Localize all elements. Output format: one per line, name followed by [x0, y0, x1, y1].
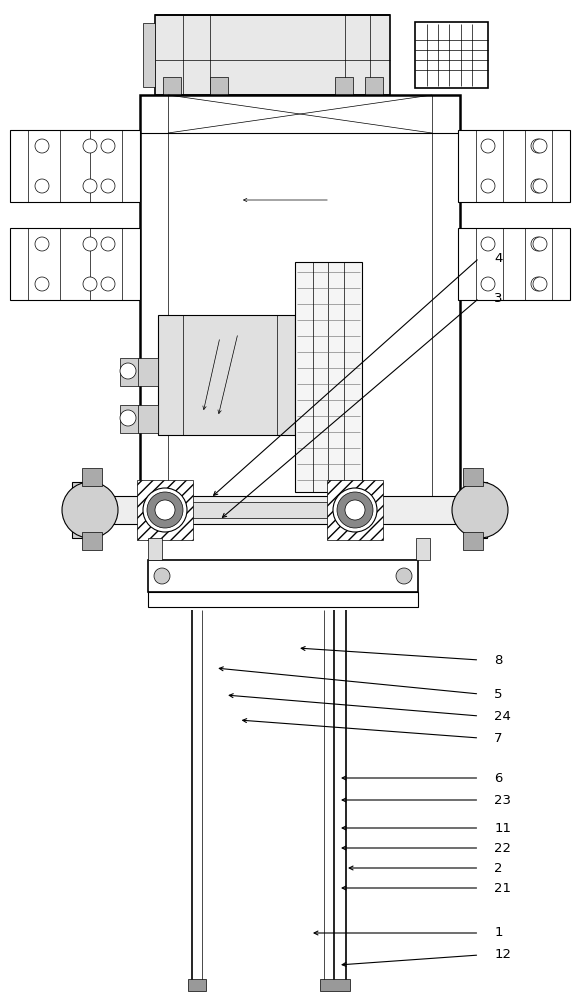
Circle shape — [345, 500, 365, 520]
Bar — [155, 502, 365, 518]
Bar — [415, 22, 488, 88]
Text: 2: 2 — [494, 861, 503, 874]
Bar — [10, 130, 140, 202]
Text: 6: 6 — [494, 772, 503, 784]
Bar — [140, 95, 460, 520]
Bar — [465, 482, 487, 538]
Circle shape — [101, 179, 115, 193]
Bar — [148, 592, 418, 607]
Bar — [458, 130, 570, 202]
Circle shape — [101, 277, 115, 291]
Circle shape — [120, 363, 136, 379]
Bar — [458, 228, 570, 300]
Circle shape — [62, 482, 118, 538]
Bar — [463, 468, 483, 486]
Circle shape — [337, 492, 373, 528]
Circle shape — [531, 179, 545, 193]
Text: 23: 23 — [494, 794, 511, 806]
Circle shape — [481, 237, 495, 251]
Bar — [158, 315, 295, 435]
Text: 22: 22 — [494, 842, 511, 854]
Bar — [148, 538, 162, 560]
Text: 4: 4 — [494, 251, 503, 264]
Circle shape — [531, 139, 545, 153]
Circle shape — [154, 568, 170, 584]
Circle shape — [481, 179, 495, 193]
Text: 5: 5 — [494, 688, 503, 700]
Circle shape — [143, 488, 187, 532]
Circle shape — [481, 139, 495, 153]
Circle shape — [333, 488, 377, 532]
Circle shape — [83, 237, 97, 251]
Bar — [463, 532, 483, 550]
Circle shape — [35, 237, 49, 251]
Bar — [120, 405, 158, 433]
Circle shape — [481, 277, 495, 291]
Bar — [148, 560, 418, 592]
Circle shape — [35, 179, 49, 193]
Bar — [72, 482, 94, 538]
Circle shape — [147, 492, 183, 528]
Text: 8: 8 — [494, 654, 503, 666]
Bar — [320, 979, 350, 991]
Bar — [327, 480, 383, 540]
Text: 24: 24 — [494, 710, 511, 722]
Circle shape — [83, 139, 97, 153]
Bar — [335, 77, 353, 95]
Circle shape — [533, 179, 547, 193]
Bar — [416, 538, 430, 560]
Circle shape — [83, 277, 97, 291]
Bar — [137, 480, 193, 540]
Circle shape — [101, 139, 115, 153]
Circle shape — [531, 237, 545, 251]
Text: 12: 12 — [494, 948, 511, 962]
Bar — [10, 228, 140, 300]
Circle shape — [155, 500, 175, 520]
Circle shape — [120, 410, 136, 426]
Bar — [82, 532, 102, 550]
Bar — [143, 23, 155, 87]
Bar — [188, 979, 206, 991]
Bar — [210, 77, 228, 95]
Text: 11: 11 — [494, 822, 511, 834]
Text: 3: 3 — [494, 292, 503, 304]
Circle shape — [101, 237, 115, 251]
Circle shape — [533, 277, 547, 291]
Circle shape — [396, 568, 412, 584]
Text: 7: 7 — [494, 732, 503, 744]
Bar — [163, 77, 181, 95]
Text: 1: 1 — [494, 926, 503, 940]
Text: 21: 21 — [494, 882, 511, 894]
Circle shape — [35, 277, 49, 291]
Bar — [295, 262, 362, 492]
Circle shape — [533, 139, 547, 153]
Circle shape — [452, 482, 508, 538]
Bar — [120, 358, 158, 386]
Bar — [155, 15, 390, 95]
Circle shape — [83, 179, 97, 193]
Bar — [85, 496, 475, 524]
Circle shape — [531, 277, 545, 291]
Bar — [365, 77, 383, 95]
Circle shape — [35, 139, 49, 153]
Bar — [82, 468, 102, 486]
Circle shape — [533, 237, 547, 251]
